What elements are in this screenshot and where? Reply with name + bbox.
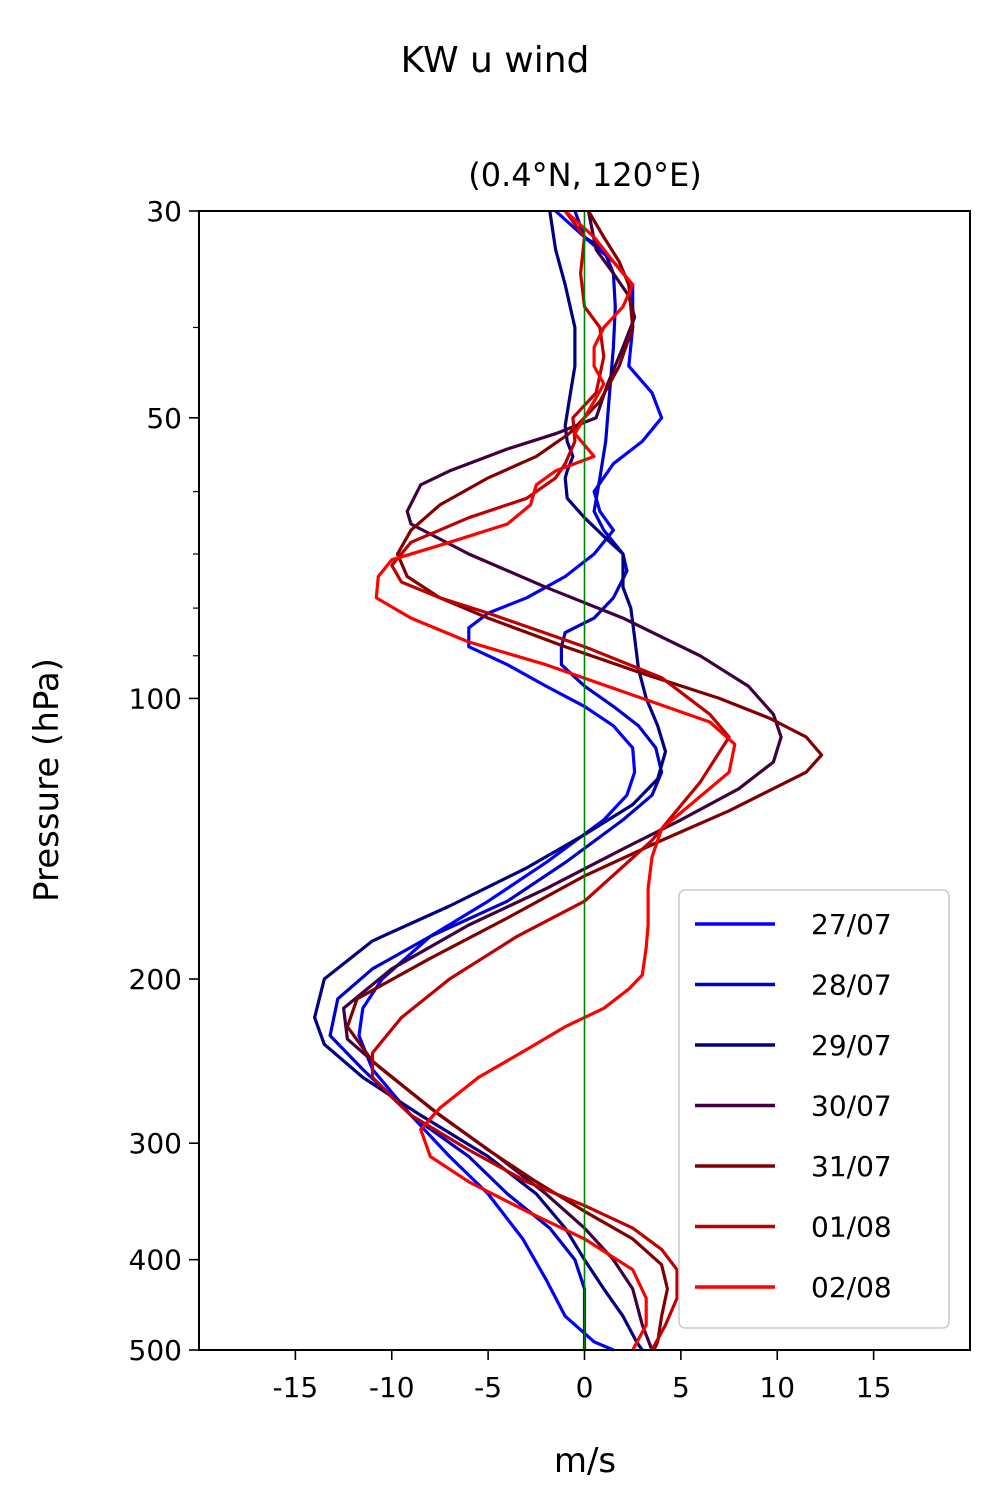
y-tick-label: 50 [146,402,182,435]
x-tick-label: -5 [474,1371,502,1404]
legend-label: 27/07 [811,908,892,941]
legend-label: 28/07 [811,969,892,1002]
x-tick-label: -10 [369,1371,415,1404]
y-tick-label: 500 [129,1334,182,1367]
legend-box [678,889,950,1329]
legend-label: 30/07 [811,1090,892,1123]
x-axis: -15 -10 -5 0 5 10 15 [273,1350,892,1404]
y-tick-label: 100 [129,682,182,715]
legend: 27/07 28/07 29/07 30/07 31/07 01/08 02/08 [678,889,950,1329]
series-line-29-07 [313,210,668,1351]
x-tick-label: 5 [672,1371,690,1404]
chart-suptitle: KW u wind [401,40,590,81]
series-line-27-07 [357,209,664,1352]
y-tick-label: 30 [146,195,182,228]
legend-label: 31/07 [811,1150,892,1183]
y-tick-label: 400 [129,1244,182,1277]
series-line-01-08 [370,210,731,1351]
x-axis-label: m/s [554,1441,616,1481]
y-axis-label: Pressure (hPa) [27,658,67,902]
legend-label: 29/07 [811,1029,892,1062]
legend-label: 01/08 [811,1211,892,1244]
series-line-28-07 [328,210,664,1350]
x-tick-label: 15 [856,1371,892,1404]
legend-label: 02/08 [811,1271,892,1304]
x-tick-label: 10 [759,1371,795,1404]
x-tick-label: 0 [576,1371,594,1404]
y-tick-label: 200 [129,963,182,996]
x-tick-label: -15 [273,1371,319,1404]
series-line-02-08 [374,209,737,1351]
chart-title: (0.4°N, 120°E) [468,156,701,194]
y-tick-label: 300 [129,1127,182,1160]
y-axis: 30 50 100 200 300 400 500 [129,195,199,1367]
